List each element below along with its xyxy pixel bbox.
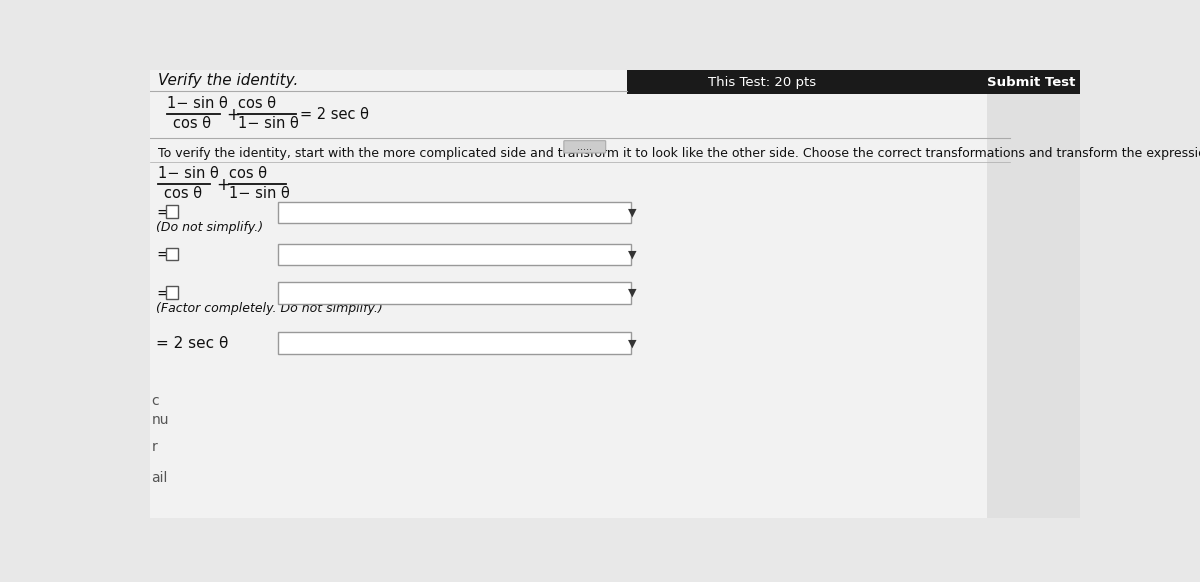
- Text: cos θ: cos θ: [229, 166, 268, 181]
- Text: ail: ail: [151, 471, 168, 485]
- Text: c: c: [151, 394, 160, 408]
- Text: ▼: ▼: [628, 207, 637, 217]
- FancyBboxPatch shape: [150, 70, 1010, 518]
- Text: =: =: [156, 247, 169, 262]
- FancyBboxPatch shape: [986, 70, 1080, 518]
- Text: =: =: [156, 205, 169, 220]
- Text: r: r: [151, 440, 157, 454]
- FancyBboxPatch shape: [166, 205, 178, 218]
- Text: Submit Test: Submit Test: [986, 76, 1075, 88]
- Text: Verify the identity.: Verify the identity.: [157, 73, 298, 88]
- FancyBboxPatch shape: [166, 286, 178, 299]
- FancyBboxPatch shape: [278, 201, 630, 223]
- Text: (Do not simplify.): (Do not simplify.): [156, 221, 263, 234]
- Text: cos θ: cos θ: [239, 96, 276, 111]
- FancyBboxPatch shape: [166, 248, 178, 260]
- Text: = 2 sec θ: = 2 sec θ: [300, 107, 370, 122]
- FancyBboxPatch shape: [626, 70, 1080, 94]
- Text: cos θ: cos θ: [164, 186, 202, 201]
- Text: +: +: [226, 107, 240, 125]
- Text: (Factor completely. Do not simplify.): (Factor completely. Do not simplify.): [156, 302, 383, 315]
- Text: = 2 sec θ: = 2 sec θ: [156, 336, 228, 351]
- Text: 1− sin θ: 1− sin θ: [157, 166, 218, 181]
- Text: nu: nu: [151, 413, 169, 427]
- Text: ▼: ▼: [628, 338, 637, 348]
- Text: =: =: [156, 286, 169, 301]
- Text: .....: .....: [577, 142, 593, 152]
- Text: +: +: [217, 176, 230, 194]
- Text: To verify the identity, start with the more complicated side and transform it to: To verify the identity, start with the m…: [157, 147, 1200, 159]
- FancyBboxPatch shape: [278, 332, 630, 354]
- Text: 1− sin θ: 1− sin θ: [229, 186, 290, 201]
- FancyBboxPatch shape: [564, 141, 606, 153]
- Text: 1− sin θ: 1− sin θ: [239, 116, 299, 131]
- Text: ▼: ▼: [628, 250, 637, 260]
- Text: 1− sin θ: 1− sin θ: [167, 96, 228, 111]
- FancyBboxPatch shape: [278, 244, 630, 265]
- FancyBboxPatch shape: [278, 282, 630, 304]
- Text: ▼: ▼: [628, 288, 637, 298]
- Text: This Test: 20 pts: This Test: 20 pts: [708, 76, 816, 88]
- Text: cos θ: cos θ: [173, 116, 211, 131]
